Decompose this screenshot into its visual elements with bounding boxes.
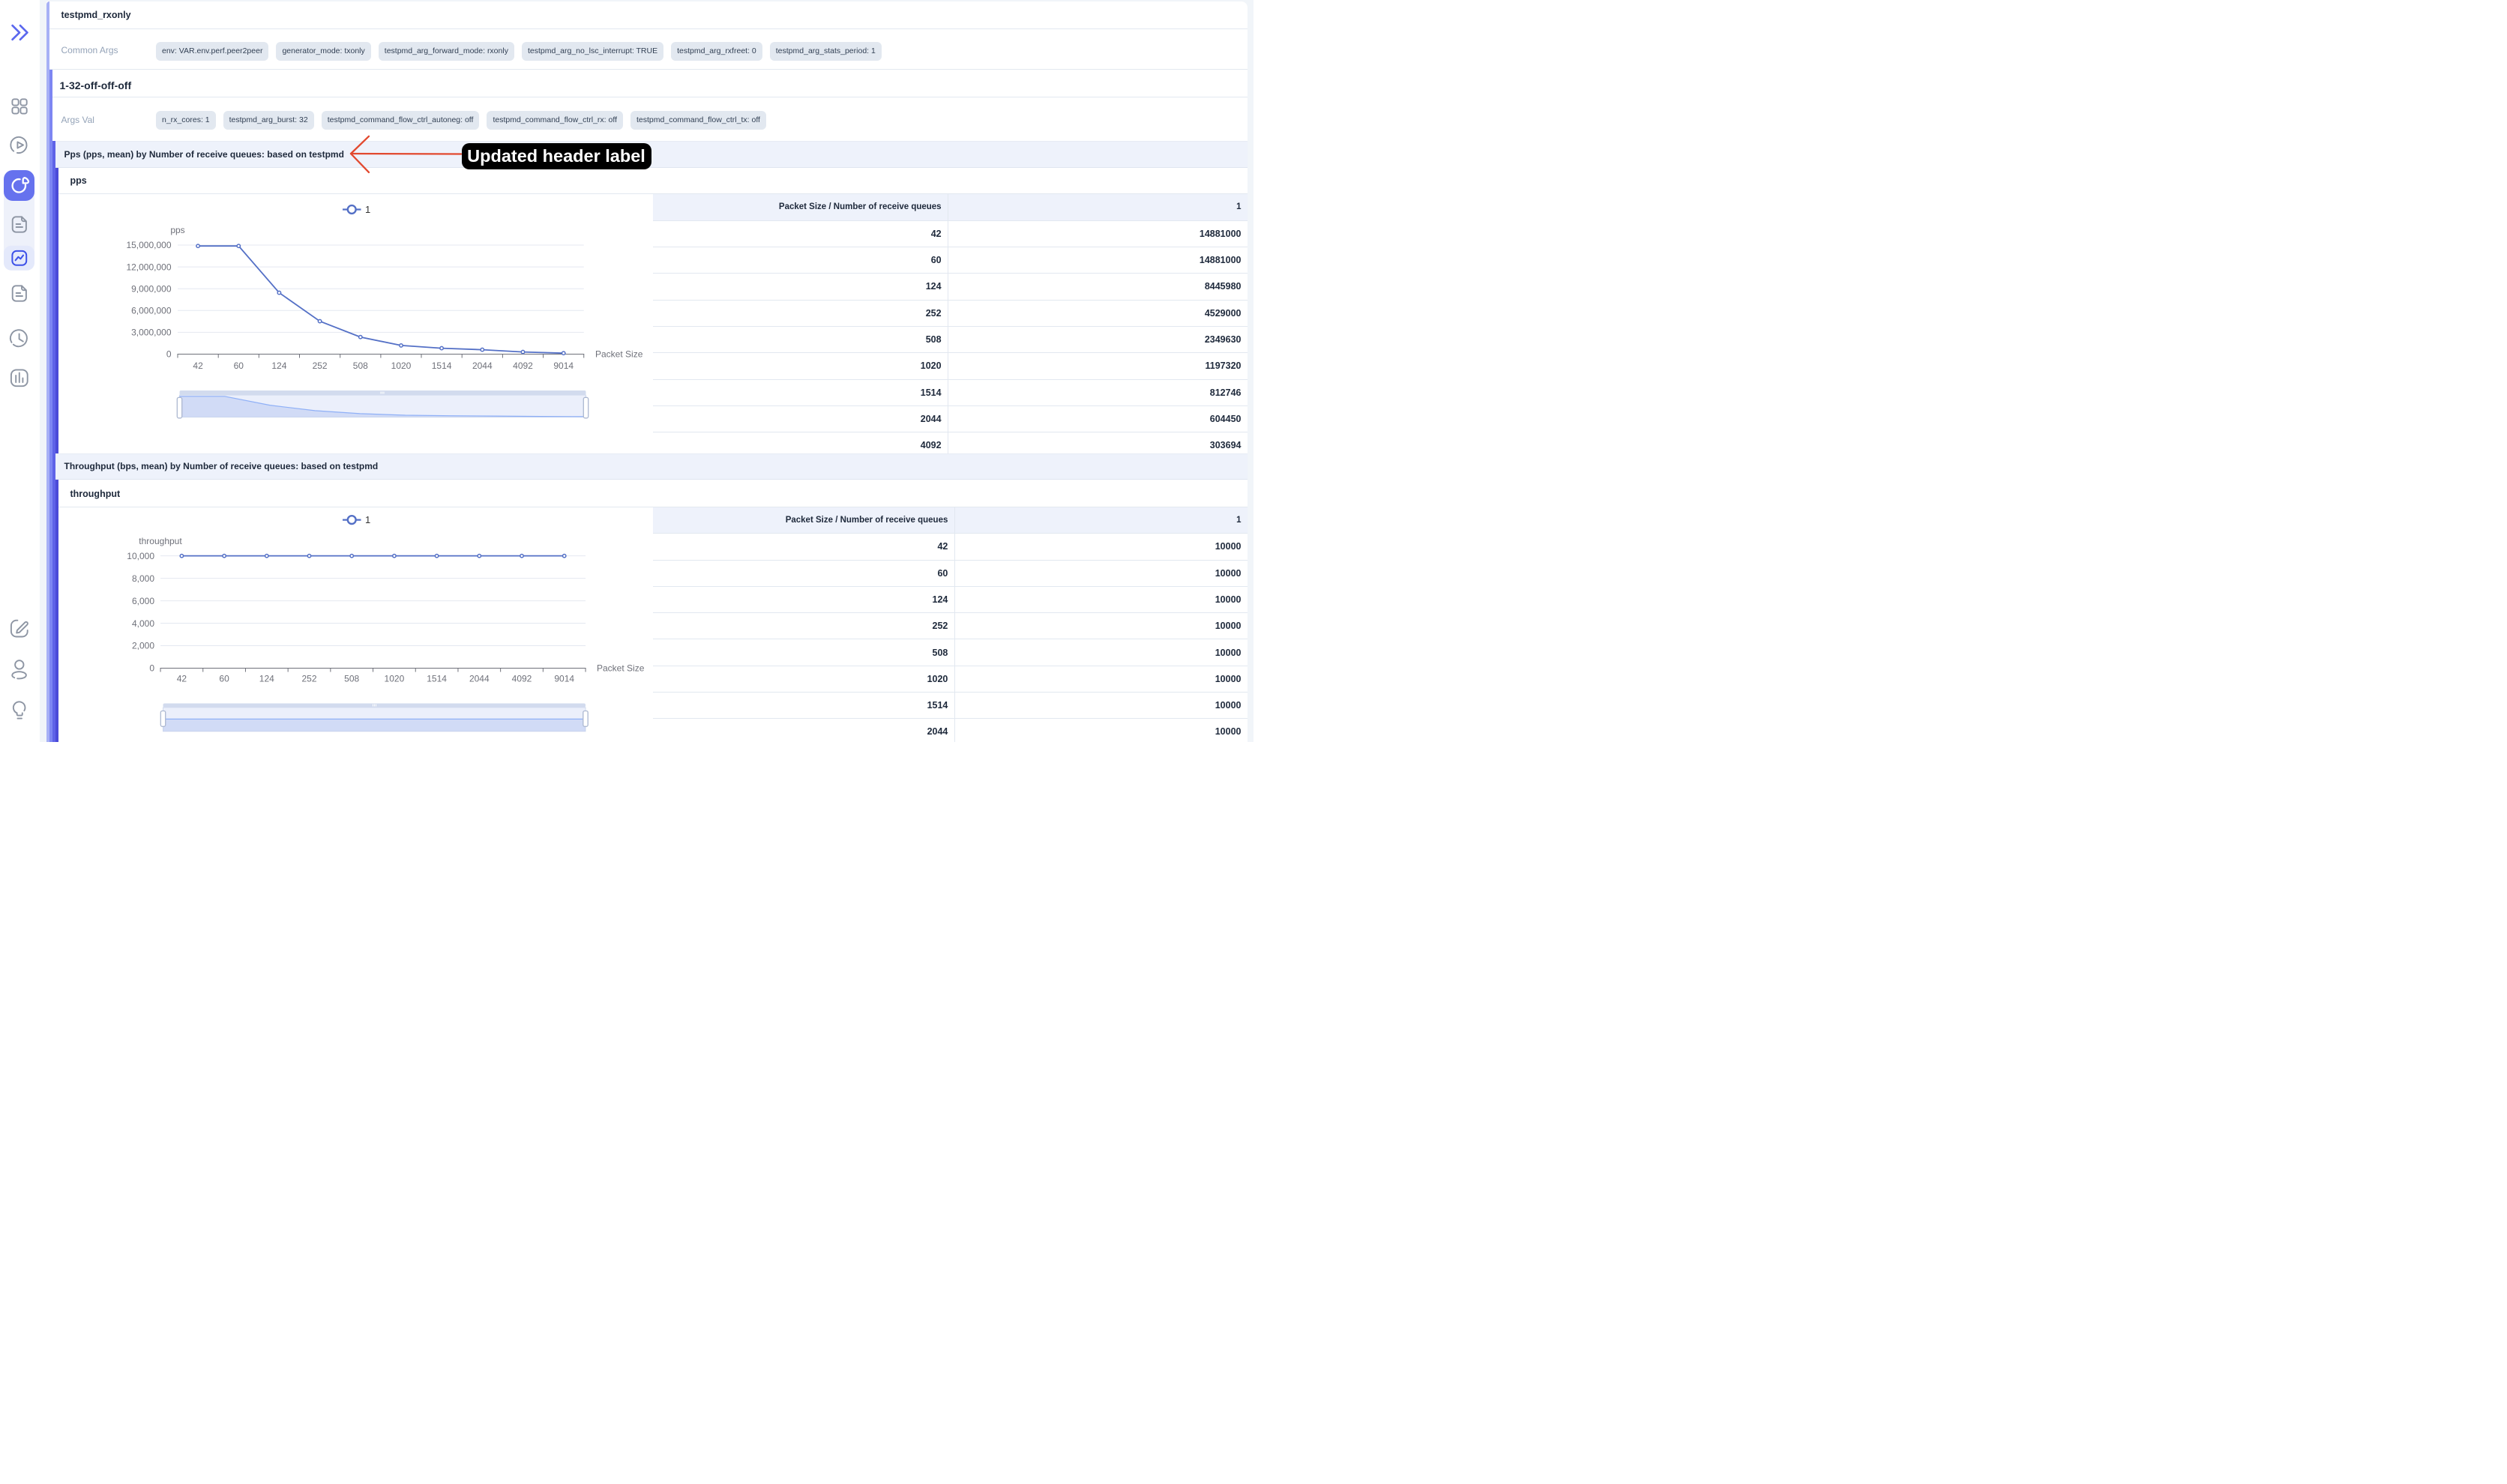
svg-text:throughput: throughput	[139, 536, 182, 546]
svg-text:9014: 9014	[553, 361, 574, 371]
svg-text:508: 508	[344, 673, 359, 684]
svg-text:0: 0	[166, 349, 171, 360]
svg-text:6,000,000: 6,000,000	[131, 306, 172, 316]
svg-text:Packet Size: Packet Size	[595, 349, 643, 360]
svg-text:1: 1	[365, 514, 370, 525]
svg-text:1020: 1020	[384, 673, 404, 684]
svg-text:124: 124	[259, 673, 274, 684]
svg-text:1514: 1514	[427, 673, 447, 684]
svg-text:3,000,000: 3,000,000	[131, 328, 172, 338]
svg-text:252: 252	[301, 673, 316, 684]
svg-text:4092: 4092	[513, 361, 533, 371]
svg-text:4,000: 4,000	[131, 618, 154, 628]
svg-text:9,000,000: 9,000,000	[131, 283, 172, 294]
svg-text:15,000,000: 15,000,000	[126, 240, 171, 250]
svg-text:1020: 1020	[391, 361, 411, 371]
svg-text:2,000: 2,000	[131, 640, 154, 651]
svg-text:42: 42	[193, 361, 203, 371]
svg-text:2044: 2044	[469, 673, 489, 684]
svg-text:10,000: 10,000	[127, 550, 154, 561]
svg-text:42: 42	[176, 673, 187, 684]
svg-text:0: 0	[149, 663, 154, 673]
svg-text:4092: 4092	[511, 673, 532, 684]
svg-text:2044: 2044	[472, 361, 492, 371]
svg-text:Packet Size: Packet Size	[597, 663, 645, 673]
svg-text:pps: pps	[170, 225, 184, 235]
svg-text:8,000: 8,000	[131, 573, 154, 583]
svg-text:1: 1	[365, 204, 370, 215]
svg-text:252: 252	[312, 361, 327, 371]
svg-text:12,000,000: 12,000,000	[126, 262, 171, 272]
svg-text:9014: 9014	[554, 673, 574, 684]
svg-text:60: 60	[233, 361, 244, 371]
svg-text:6,000: 6,000	[131, 595, 154, 606]
svg-text:1514: 1514	[431, 361, 451, 371]
svg-text:124: 124	[271, 361, 286, 371]
svg-text:60: 60	[219, 673, 229, 684]
svg-text:508: 508	[352, 361, 367, 371]
